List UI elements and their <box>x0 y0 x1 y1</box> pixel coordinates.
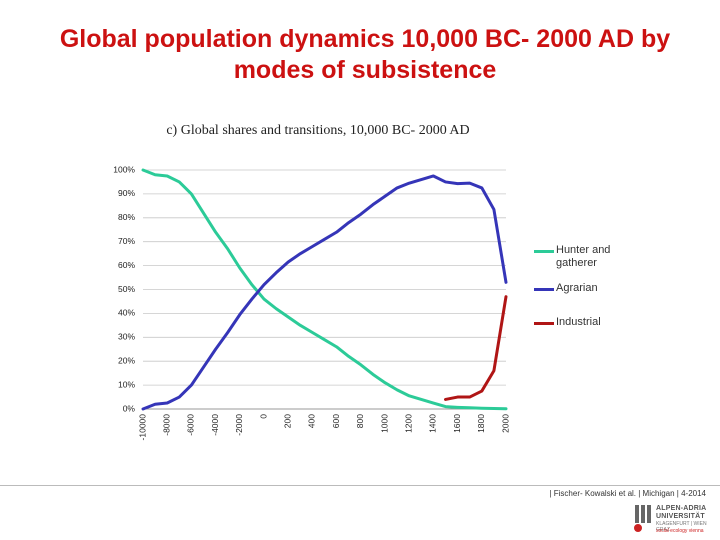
chart-subtitle: c) Global shares and transitions, 10,000… <box>166 123 469 138</box>
y-tick-label: 50% <box>118 284 135 294</box>
x-tick-label: -8000 <box>161 414 171 436</box>
y-tick-label: 60% <box>118 260 135 270</box>
x-tick-label: 1200 <box>403 414 413 433</box>
y-tick-label: 70% <box>118 236 135 246</box>
legend-label: Agrarian <box>556 282 598 294</box>
y-tick-label: 0% <box>123 403 136 413</box>
x-tick-label: -4000 <box>210 414 220 436</box>
x-tick-label: 1000 <box>379 414 389 433</box>
legend-swatch <box>534 288 554 291</box>
legend-item: Industrial <box>534 316 624 329</box>
logo-text: UNIVERSITÄT <box>656 513 705 520</box>
y-tick-label: 100% <box>113 164 135 174</box>
y-tick-label: 30% <box>118 332 135 342</box>
x-tick-label: -10000 <box>137 414 147 441</box>
x-tick-label: 2000 <box>500 414 510 433</box>
x-tick-label: 400 <box>307 414 317 428</box>
y-tick-label: 90% <box>118 188 135 198</box>
legend-label: Hunter and gatherer <box>556 244 611 269</box>
legend-item: Agrarian <box>534 282 624 295</box>
y-tick-label: 80% <box>118 212 135 222</box>
x-tick-label: -2000 <box>234 414 244 436</box>
logo-subtext: KLAGENFURT | WIEN GRAZ <box>656 521 707 533</box>
y-tick-label: 10% <box>118 379 135 389</box>
footer-rule <box>0 485 720 486</box>
footer-citation: | Fischer- Kowalski et al. | Michigan | … <box>549 489 706 498</box>
x-tick-label: 1600 <box>452 414 462 433</box>
university-logo: ALPEN-ADRIA UNIVERSITÄT KLAGENFURT | WIE… <box>634 503 720 539</box>
series-line <box>141 168 508 411</box>
logo-subtext: social ecology vienna <box>656 528 704 534</box>
x-tick-label: 1400 <box>428 414 438 433</box>
logo-icon <box>634 505 651 532</box>
series-line <box>141 174 508 411</box>
legend-swatch <box>534 250 554 253</box>
x-tick-label: -6000 <box>186 414 196 436</box>
slide-title: Global population dynamics 10,000 BC- 20… <box>59 25 671 84</box>
x-tick-label: 800 <box>355 414 365 428</box>
chart: c) Global shares and transitions, 10,000… <box>113 123 510 441</box>
x-tick-label: 1800 <box>476 414 486 433</box>
legend-item: Hunter and gatherer <box>534 244 624 270</box>
x-tick-label: 600 <box>331 414 341 428</box>
series-line <box>444 295 508 401</box>
legend-swatch <box>534 322 554 325</box>
y-tick-label: 40% <box>118 308 135 318</box>
x-tick-label: 200 <box>282 414 292 428</box>
logo-text: ALPEN-ADRIA <box>656 505 707 512</box>
y-tick-label: 20% <box>118 355 135 365</box>
x-tick-label: 0 <box>258 414 268 419</box>
legend-label: Industrial <box>556 316 601 328</box>
